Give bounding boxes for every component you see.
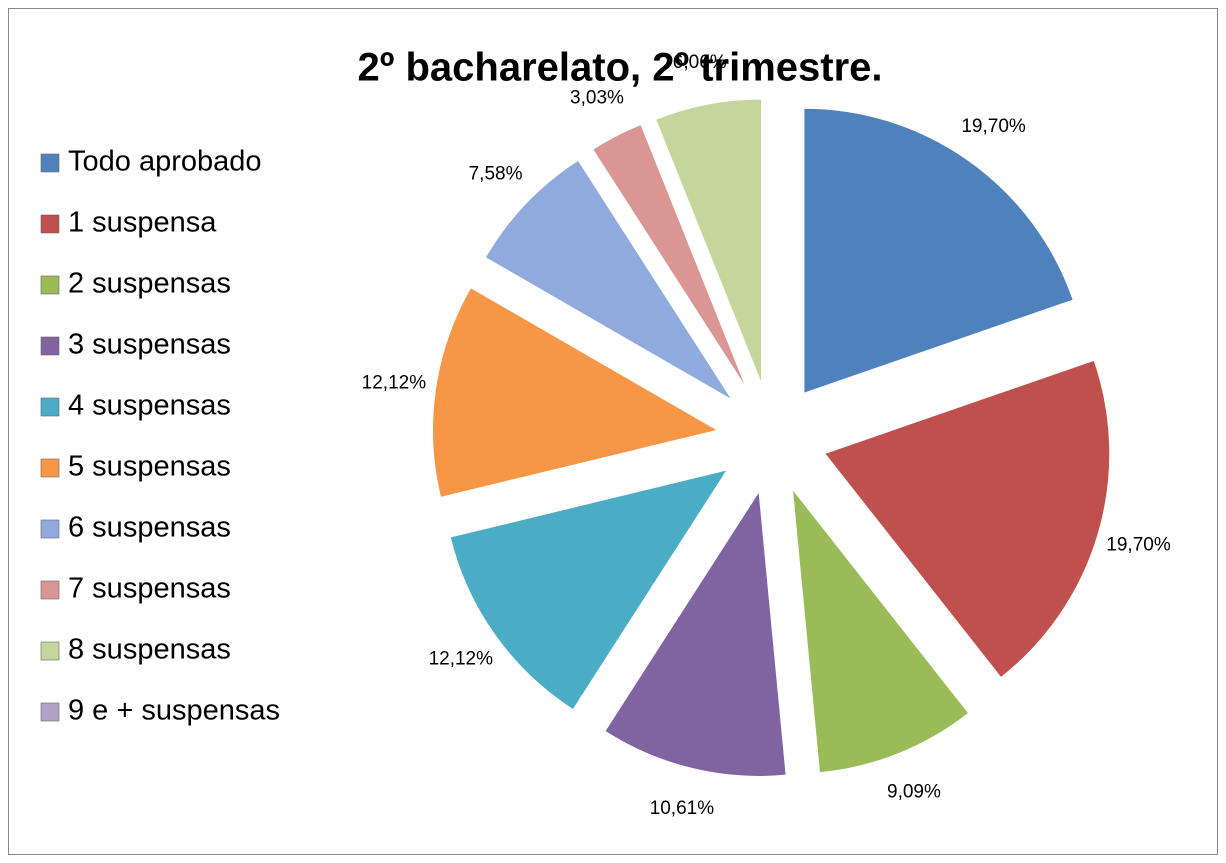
legend-label: 8 suspensas: [68, 634, 231, 666]
legend-swatch: [40, 702, 60, 722]
pie-slice: [484, 159, 733, 401]
data-label: 9,09%: [887, 782, 941, 803]
data-label: 12,12%: [429, 649, 494, 670]
legend-swatch: [40, 153, 60, 173]
legend-label: 6 suspensas: [68, 512, 231, 544]
data-label: 19,70%: [961, 116, 1026, 137]
legend-swatch: [40, 214, 60, 234]
legend-label: 7 suspensas: [68, 573, 231, 605]
chart-title: 2º bacharelato, 2º trimestre.: [358, 46, 883, 90]
legend-swatch: [40, 641, 60, 661]
pie-slice: [823, 359, 1111, 679]
data-label: 12,12%: [362, 373, 427, 394]
data-label: 7,58%: [469, 163, 523, 184]
legend-swatch: [40, 397, 60, 417]
data-label: 19,70%: [1106, 535, 1171, 556]
pie-slice: [655, 98, 763, 385]
data-label: 10,61%: [650, 798, 715, 819]
legend-swatch: [40, 275, 60, 295]
pie-slice: [604, 489, 787, 777]
legend-swatch: [40, 336, 60, 356]
legend-swatch: [40, 519, 60, 539]
legend-label: 5 suspensas: [68, 451, 231, 483]
pie-slice: [592, 123, 748, 390]
pie-slice: [791, 487, 970, 774]
pie-slice: [803, 107, 1074, 394]
pie-slice: [449, 469, 729, 711]
legend-label: 9 e + suspensas: [68, 695, 280, 727]
legend-label: 1 suspensa: [68, 207, 217, 239]
legend-swatch: [40, 580, 60, 600]
pie-slice: [432, 287, 719, 498]
legend-label: 3 suspensas: [68, 329, 231, 361]
legend-label: 4 suspensas: [68, 390, 231, 422]
legend-swatch: [40, 458, 60, 478]
legend-label: Todo aprobado: [68, 146, 262, 178]
legend-label: 2 suspensas: [68, 268, 231, 300]
data-label: 3,03%: [570, 87, 624, 108]
data-label: 6,06%: [673, 52, 727, 73]
